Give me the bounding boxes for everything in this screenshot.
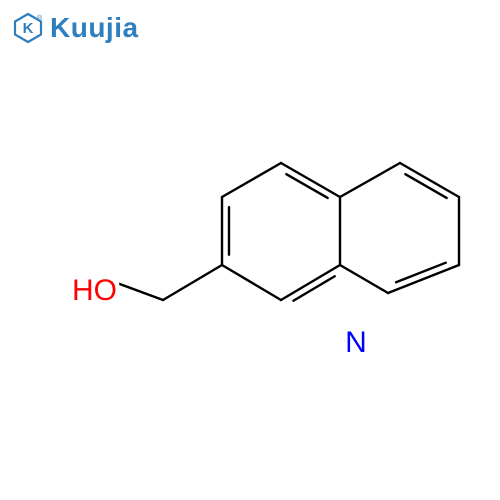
atom-label-N: N [345, 326, 367, 359]
bond-line [340, 265, 388, 293]
bond-line [388, 265, 459, 293]
atom-label-HO: HO [72, 274, 117, 307]
bond-line [281, 265, 340, 300]
bond-line [340, 163, 400, 197]
bond-layer [117, 163, 459, 301]
bond-line [400, 163, 459, 197]
figure-canvas: K ® Kuujia HON [0, 0, 500, 500]
atom-label-layer: HO N [68, 274, 371, 360]
bond-line [117, 283, 163, 300]
bond-line [281, 163, 340, 197]
bond-line [222, 163, 281, 197]
molecule-diagram: HO N [0, 0, 500, 500]
bond-line [222, 265, 281, 300]
bond-line [163, 265, 222, 300]
